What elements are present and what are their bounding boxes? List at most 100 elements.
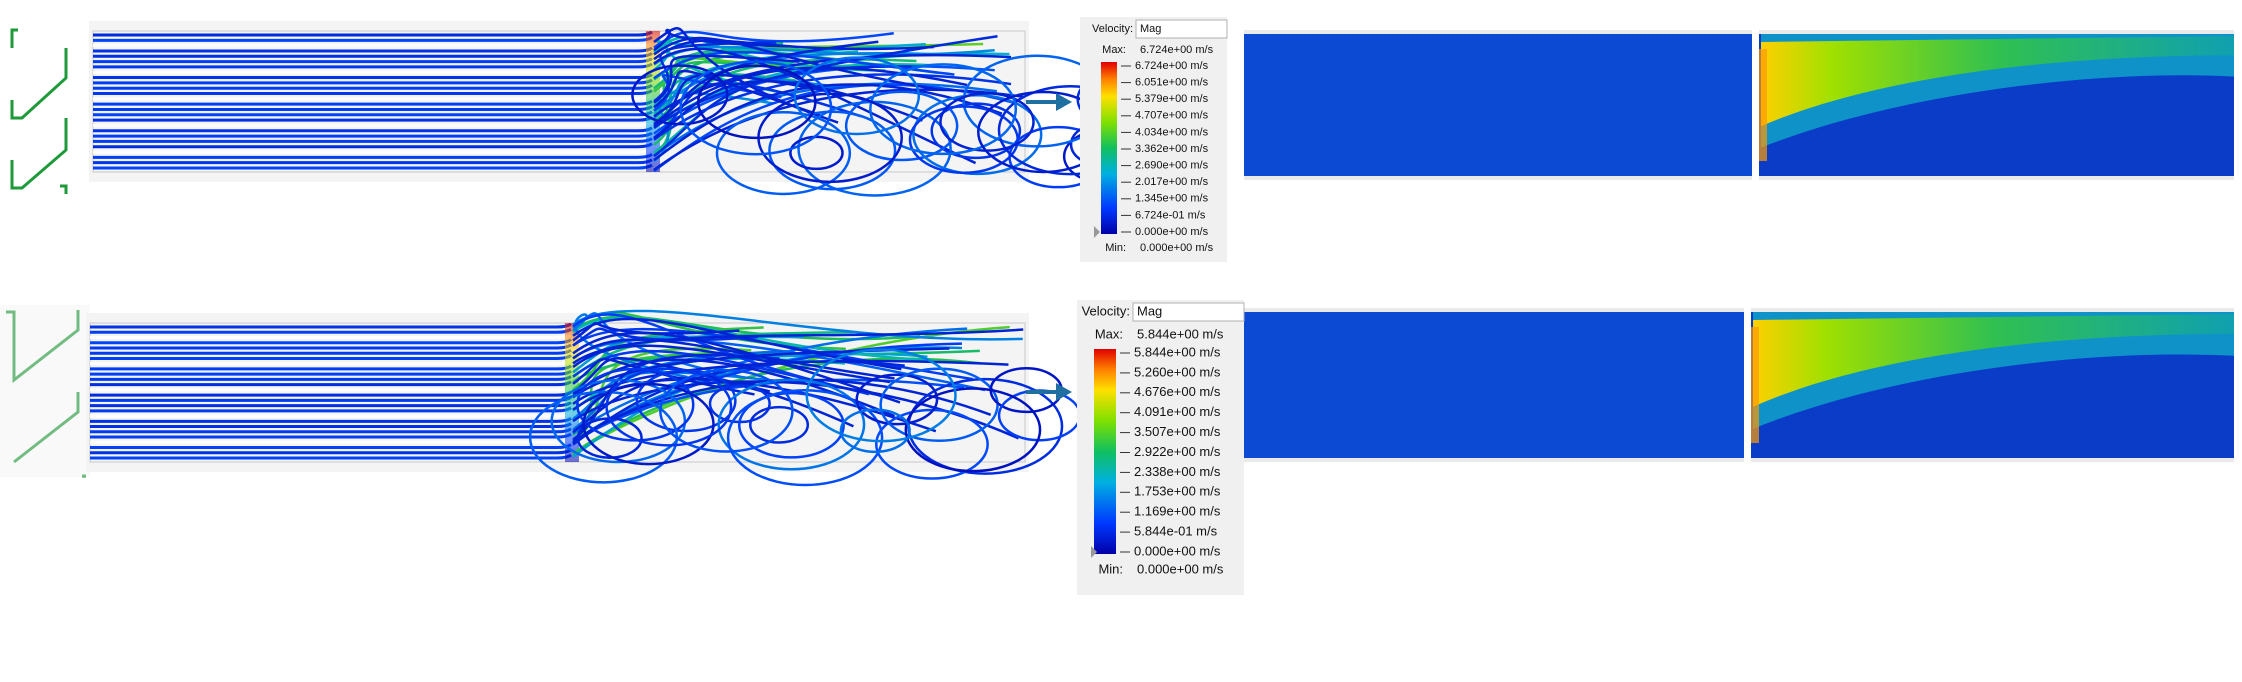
recirculation-streamline xyxy=(726,388,884,487)
contour-view xyxy=(1244,308,2234,462)
recirculation-streamline xyxy=(904,387,1042,473)
jet-streamline xyxy=(653,88,1024,171)
legend-tick-label: 3.362e+00 m/s xyxy=(1135,143,1209,155)
legend-pointer xyxy=(1094,226,1100,238)
legend-min-label: Min: xyxy=(1098,561,1123,576)
jet-streamline xyxy=(653,66,968,128)
legend-tick-label: 1.169e+00 m/s xyxy=(1134,504,1221,519)
jet-streamline xyxy=(653,83,1003,162)
recirculation-streamline xyxy=(550,378,687,464)
baffle-icon xyxy=(6,28,86,478)
legend-quantity: Velocity: xyxy=(1082,303,1130,318)
jet-streamline xyxy=(653,39,934,61)
legend-min-label: Min: xyxy=(1105,242,1126,254)
legend-tick-label: 4.034e+00 m/s xyxy=(1135,126,1209,138)
legend-max-label: Max: xyxy=(1095,326,1123,341)
legend: Velocity: Mag Max: 6.724e+00 m/s 6.724e+00 m… xyxy=(1080,17,1228,262)
jet-streamline xyxy=(572,309,1023,341)
recirculation-streamline xyxy=(749,405,810,444)
recirculation-streamline xyxy=(715,110,852,196)
jet-streamline xyxy=(653,27,839,124)
legend-pointer xyxy=(1091,546,1097,558)
recirculation-streamline xyxy=(631,64,729,126)
legend-tick-label: 0.000e+00 m/s xyxy=(1134,543,1221,558)
jet-streamline xyxy=(653,28,789,52)
color-bar xyxy=(1101,62,1117,234)
legend-tick-label: 5.379e+00 m/s xyxy=(1135,93,1209,105)
baffle-hot-zone xyxy=(1759,49,1767,161)
jet-streamline xyxy=(572,357,755,396)
legend-tick-label: 1.345e+00 m/s xyxy=(1135,193,1209,205)
arrow-head xyxy=(1056,383,1072,401)
legend-tick-label: 6.051e+00 m/s xyxy=(1135,77,1209,89)
jet-streamline xyxy=(572,315,921,341)
recirculation-streamline xyxy=(768,110,897,191)
upstream-field xyxy=(1244,34,1755,176)
icon-background xyxy=(0,305,90,477)
jet-streamline xyxy=(653,69,821,117)
baffle-gap xyxy=(1744,308,1751,462)
jet-streamline xyxy=(572,380,1020,440)
legend-tick-label: 5.844e-01 m/s xyxy=(1134,524,1218,539)
recirculation-streamline xyxy=(793,56,921,136)
legend-tick-label: 4.707e+00 m/s xyxy=(1135,110,1209,122)
recirculation-streamline xyxy=(908,105,1019,174)
jet-streamline xyxy=(653,73,828,119)
legend-tick-label: 6.724e+00 m/s xyxy=(1135,60,1209,72)
jet-streamline xyxy=(572,328,1024,365)
legend-component-box xyxy=(1135,19,1228,39)
panel: Velocity: Mag Max: 6.724e+00 m/s 6.724e+00 m… xyxy=(89,17,2234,262)
legend-tick-label: 3.507e+00 m/s xyxy=(1134,424,1221,439)
jet-streamline xyxy=(653,54,800,104)
recirculation-streamline xyxy=(737,391,845,459)
legend-max-value: 5.844e+00 m/s xyxy=(1137,326,1224,341)
legend-tick-label: 5.260e+00 m/s xyxy=(1134,364,1221,379)
color-bar xyxy=(1094,349,1116,554)
legend-min-value: 0.000e+00 m/s xyxy=(1137,561,1224,576)
legend-max-label: Max: xyxy=(1102,44,1126,56)
streamline-view xyxy=(89,21,1174,197)
jet-streamline xyxy=(572,349,870,396)
legend-tick-label: 2.922e+00 m/s xyxy=(1134,444,1221,459)
recirculation-streamline xyxy=(930,102,1022,160)
domain-outline xyxy=(92,30,1026,173)
streamline-view xyxy=(86,309,1082,487)
jet-streamline xyxy=(653,73,831,128)
recirculation-streamline xyxy=(717,378,866,471)
legend-quantity: Velocity: xyxy=(1092,23,1133,35)
legend-min-value: 0.000e+00 m/s xyxy=(1140,242,1214,254)
legend-tick-label: 2.017e+00 m/s xyxy=(1135,176,1209,188)
legend-tick-label: 1.753e+00 m/s xyxy=(1134,484,1221,499)
recirculation-streamline xyxy=(912,94,1043,176)
legend-component-box xyxy=(1132,302,1245,322)
recirculation-streamline xyxy=(696,64,817,140)
legend-tick-label: 0.000e+00 m/s xyxy=(1135,226,1209,238)
baffle-gap xyxy=(1752,30,1759,180)
jet-streamline xyxy=(572,317,902,371)
recirculation-streamline xyxy=(659,369,794,453)
legend-component: Mag xyxy=(1137,303,1162,318)
recirculation-streamline xyxy=(839,408,911,454)
legend-component: Mag xyxy=(1140,23,1161,35)
recirculation-streamline xyxy=(679,60,833,156)
legend-tick-label: 2.338e+00 m/s xyxy=(1134,464,1221,479)
recirculation-streamline xyxy=(869,63,1018,156)
panel: Velocity: Mag Max: 5.844e+00 m/s 5.844e+00 m… xyxy=(86,300,2234,595)
recirculation-streamline xyxy=(805,348,957,443)
legend-tick-label: 4.676e+00 m/s xyxy=(1134,384,1221,399)
recirculation-streamline xyxy=(582,382,715,466)
upstream-field xyxy=(1244,312,1747,458)
legend: Velocity: Mag Max: 5.844e+00 m/s 5.844e+00 m… xyxy=(1077,300,1245,595)
legend-tick-label: 4.091e+00 m/s xyxy=(1134,404,1221,419)
legend-tick-label: 2.690e+00 m/s xyxy=(1135,160,1209,172)
jet-streamline xyxy=(572,378,937,433)
jet-streamline xyxy=(653,30,894,49)
jet-band xyxy=(1753,314,2234,407)
legend-max-value: 6.724e+00 m/s xyxy=(1140,44,1214,56)
baffle-hot-zone xyxy=(1751,327,1759,443)
legend-tick-label: 6.724e-01 m/s xyxy=(1135,209,1206,221)
recirculation-streamline xyxy=(844,90,959,162)
recirculation-streamline xyxy=(605,367,733,447)
